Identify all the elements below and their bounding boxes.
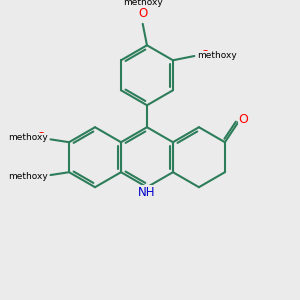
- Text: methoxy: methoxy: [8, 172, 47, 181]
- Text: methoxy: methoxy: [123, 0, 163, 7]
- Text: NH: NH: [138, 186, 156, 200]
- Text: methoxy: methoxy: [8, 134, 47, 142]
- Text: methoxy: methoxy: [197, 52, 237, 61]
- Text: O: O: [238, 113, 248, 126]
- Text: O: O: [36, 131, 45, 144]
- Text: O: O: [138, 7, 147, 20]
- Text: O: O: [201, 50, 210, 62]
- Text: O: O: [36, 170, 45, 183]
